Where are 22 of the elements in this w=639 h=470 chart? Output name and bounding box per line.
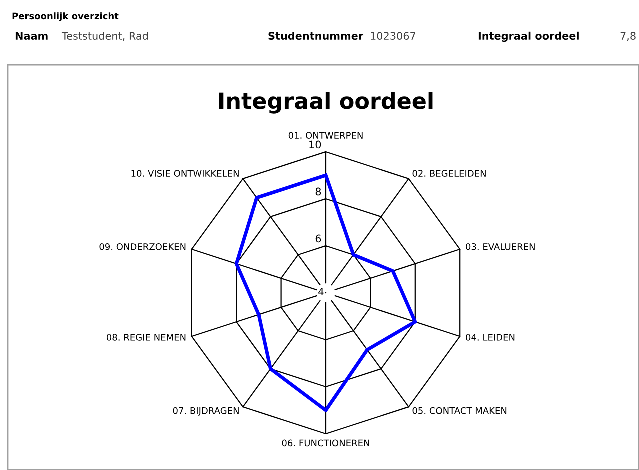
text: Persoonlijk overzicht: [12, 12, 119, 22]
y-tick-label: 10: [310, 140, 322, 149]
spoke-label: 05. CONTACT MAKEN: [412, 407, 507, 414]
y-tick-label: 8: [316, 188, 322, 196]
spoke-label: 02. BEGELEIDEN: [412, 170, 486, 177]
y-tick-label: 6: [316, 234, 322, 243]
spoke-label: 10. VISIE ONTWIKKELEN: [132, 170, 239, 177]
text: 7,8: [620, 32, 636, 42]
spoke-label: 01. ONTWERPEN: [288, 132, 363, 139]
spoke-label: 03. EVALUEREN: [466, 243, 535, 250]
y-tick-label: 4: [318, 288, 324, 296]
text: Studentnummer: [268, 32, 364, 40]
text: 1023067: [371, 32, 416, 40]
spoke-label: 04. LEIDEN: [466, 334, 515, 341]
text: Naam: [16, 32, 48, 40]
spoke-label: 06. FUNCTIONEREN: [282, 440, 370, 447]
text: Teststudent, Rad: [62, 32, 148, 42]
text: Integraal oordeel: [478, 32, 579, 42]
spoke-label: 09. ONDERZOEKEN: [100, 243, 186, 250]
chart-title: Integraal oordeel: [219, 92, 433, 114]
spoke-label: 08. REGIE NEMEN: [106, 334, 186, 341]
spoke-label: 07. BIJDRAGEN: [173, 407, 239, 416]
